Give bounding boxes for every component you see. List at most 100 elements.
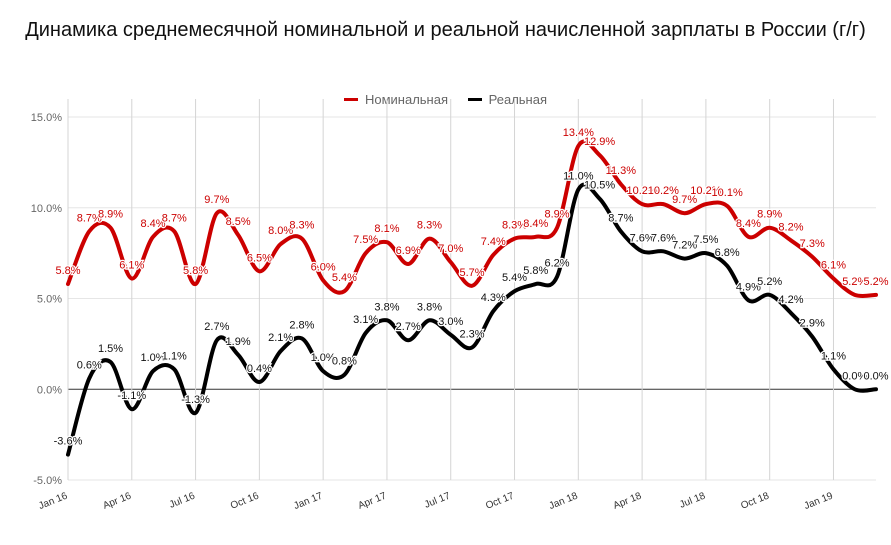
legend-swatch-real <box>467 98 482 101</box>
data-label-real: 4.3% <box>481 292 506 304</box>
data-label-real: 1.1% <box>162 350 187 362</box>
data-label-real: 4.2% <box>778 294 803 306</box>
data-label-real: 3.8% <box>374 301 399 313</box>
x-tick-label: Jan 16 <box>37 490 69 512</box>
data-label-nominal: 10.2% <box>648 185 679 197</box>
data-label-real: 7.6% <box>651 232 676 244</box>
data-label-nominal: 10.1% <box>712 187 743 199</box>
data-label-real: 5.4% <box>502 272 527 284</box>
data-label-nominal: 10.2% <box>627 185 658 197</box>
data-label-nominal: 8.5% <box>226 216 251 228</box>
data-label-nominal: 5.2% <box>863 276 888 288</box>
data-label-nominal: 8.7% <box>77 212 102 224</box>
x-tick-label: Jan 17 <box>292 490 324 512</box>
data-label-nominal: 8.1% <box>374 223 399 235</box>
data-label-real: 1.0% <box>141 352 166 364</box>
data-label-nominal: 9.7% <box>204 194 229 206</box>
x-tick-label: Jul 17 <box>423 490 452 510</box>
data-label-nominal: 6.0% <box>311 261 336 273</box>
chart-title: Динамика среднемесячной номинальной и ре… <box>25 19 866 41</box>
legend-item-nominal[interactable]: Номинальная <box>343 92 449 107</box>
data-label-nominal: 10.2% <box>690 185 721 197</box>
legend-label-real: Реальная <box>488 92 548 107</box>
data-label-real: 0.6% <box>77 359 102 371</box>
data-label-nominal: 8.2% <box>778 221 803 233</box>
data-label-real: 2.7% <box>204 321 229 333</box>
x-tick-label: Jan 19 <box>803 490 835 512</box>
data-label-nominal: 6.9% <box>396 245 421 257</box>
data-label-real: -1.1% <box>117 390 146 402</box>
data-label-nominal: 8.0% <box>268 225 293 237</box>
y-tick-label: 15.0% <box>31 112 62 124</box>
series-layer <box>66 139 878 457</box>
x-tick-label: Oct 16 <box>229 490 261 511</box>
data-label-real: 5.2% <box>757 276 782 288</box>
data-label-real: 5.8% <box>523 265 548 277</box>
data-label-nominal: 5.7% <box>459 267 484 279</box>
chart-legend: Номинальная Реальная <box>0 89 891 107</box>
data-label-real: 10.5% <box>584 180 615 192</box>
x-tick-label: Apr 17 <box>357 490 389 511</box>
y-tick-label: 5.0% <box>37 294 62 306</box>
legend-label-nominal: Номинальная <box>364 92 449 107</box>
data-label-real: 3.0% <box>438 316 463 328</box>
data-label-real: 1.5% <box>98 343 123 355</box>
data-label-real: 7.5% <box>693 234 718 246</box>
data-label-real: 7.6% <box>630 232 655 244</box>
data-label-nominal: 7.4% <box>481 236 506 248</box>
legend-item-real[interactable]: Реальная <box>467 92 548 107</box>
data-label-real: 8.7% <box>608 212 633 224</box>
data-label-real: 2.9% <box>800 318 825 330</box>
data-label-nominal: 8.9% <box>757 209 782 221</box>
data-label-real: 2.1% <box>268 332 293 344</box>
data-label-nominal: 7.3% <box>800 238 825 250</box>
y-tick-label: -5.0% <box>33 475 62 487</box>
data-label-nominal: 8.7% <box>162 212 187 224</box>
data-label-nominal: 9.7% <box>672 194 697 206</box>
data-labels-layer: 5.8%8.7%8.9%6.1%8.4%8.7%5.8%9.7%8.5%6.5%… <box>52 126 890 449</box>
data-label-nominal: 7.5% <box>353 234 378 246</box>
data-label-real: -3.6% <box>54 436 83 448</box>
data-label-real: 6.8% <box>715 247 740 259</box>
data-label-real: 11.0% <box>563 171 594 183</box>
data-label-nominal: 8.9% <box>98 209 123 221</box>
data-label-nominal: 13.4% <box>563 127 594 139</box>
data-label-nominal: 8.3% <box>289 220 314 232</box>
data-label-real: 3.1% <box>353 314 378 326</box>
data-label-nominal: 6.5% <box>247 252 272 264</box>
data-label-real: 0.0% <box>863 370 888 382</box>
data-label-nominal: 5.8% <box>55 265 80 277</box>
data-label-real: -1.3% <box>181 394 210 406</box>
x-tick-label: Oct 18 <box>739 490 771 511</box>
x-tick-label: Jul 18 <box>678 490 707 510</box>
x-tick-label: Apr 16 <box>101 490 133 511</box>
series-line-nominal <box>66 139 878 299</box>
x-tick-label: Jan 18 <box>547 490 579 512</box>
data-label-real: 0.8% <box>332 356 357 368</box>
data-label-nominal: 7.0% <box>438 243 463 255</box>
x-tick-label: Oct 17 <box>484 490 516 511</box>
data-label-real: 0.0% <box>842 370 867 382</box>
data-label-real: 3.8% <box>417 301 442 313</box>
data-label-nominal: 5.4% <box>332 272 357 284</box>
data-label-nominal: 6.1% <box>119 260 144 272</box>
data-label-nominal: 11.3% <box>606 165 637 177</box>
data-label-real: 1.0% <box>311 352 336 364</box>
y-tick-label: 0.0% <box>37 384 62 396</box>
data-label-real: 1.9% <box>226 336 251 348</box>
data-label-nominal: 8.9% <box>545 209 570 221</box>
data-label-nominal: 6.1% <box>821 260 846 272</box>
data-label-nominal: 8.4% <box>736 218 761 230</box>
grid-layer <box>67 99 876 481</box>
data-label-nominal: 8.3% <box>417 220 442 232</box>
data-label-real: 4.9% <box>736 281 761 293</box>
data-label-nominal: 8.4% <box>523 218 548 230</box>
data-label-real: 6.2% <box>545 258 570 270</box>
data-label-real: 1.1% <box>821 350 846 362</box>
data-label-real: 0.4% <box>247 363 272 375</box>
data-label-real: 2.3% <box>459 329 484 341</box>
x-tick-label: Apr 18 <box>612 490 644 511</box>
x-tick-label: Jul 16 <box>168 490 197 510</box>
